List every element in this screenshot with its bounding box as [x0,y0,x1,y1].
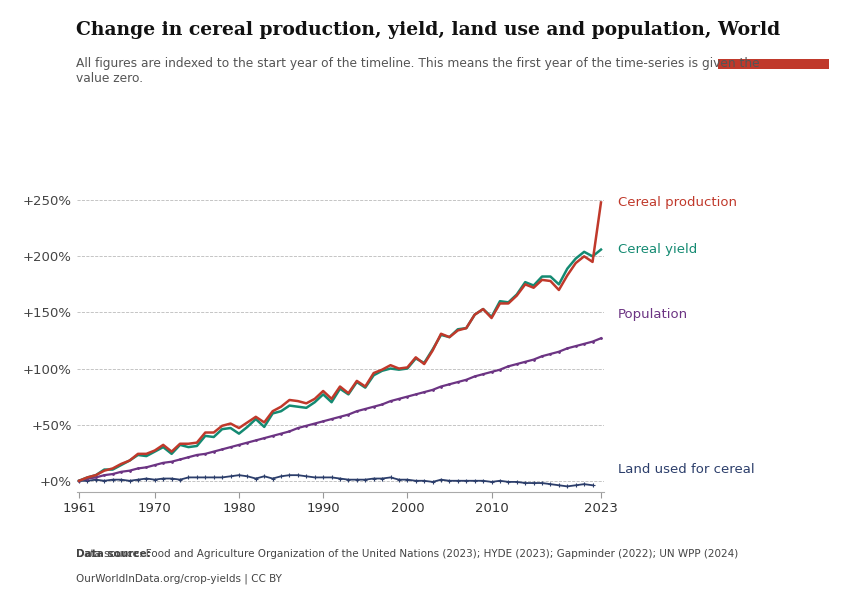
Text: All figures are indexed to the start year of the timeline. This means the first : All figures are indexed to the start yea… [76,57,760,85]
Text: OurWorldInData.org/crop-yields | CC BY: OurWorldInData.org/crop-yields | CC BY [76,573,282,583]
Text: in Data: in Data [752,40,795,50]
Text: Change in cereal production, yield, land use and population, World: Change in cereal production, yield, land… [76,21,781,39]
Text: Our World: Our World [744,23,803,33]
Text: Data source:: Data source: [76,549,151,559]
Text: Cereal yield: Cereal yield [618,243,697,256]
Text: Population: Population [618,308,688,321]
Text: Cereal production: Cereal production [618,196,737,209]
Text: Land used for cereal: Land used for cereal [618,463,755,476]
FancyBboxPatch shape [718,59,829,69]
Text: Data source: Food and Agriculture Organization of the United Nations (2023); HYD: Data source: Food and Agriculture Organi… [76,549,739,559]
